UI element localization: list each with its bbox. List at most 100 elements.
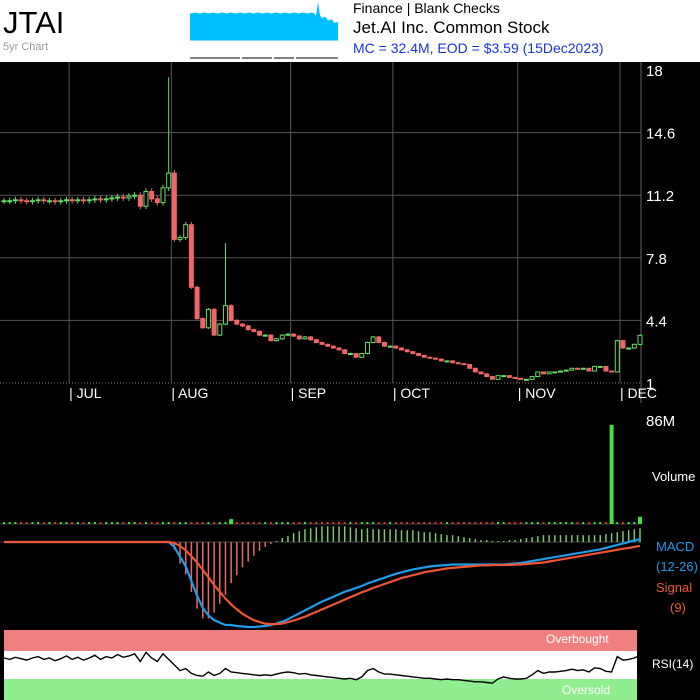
rsi-line [3,651,641,684]
candle-body [376,336,382,343]
candle-body [535,371,541,378]
company-name: Jet.AI Inc. Common Stock [353,18,550,37]
candle-body [188,224,194,288]
rsi-neutral-zone [4,651,637,679]
candle-body [183,224,189,239]
volume-bar [162,522,164,524]
volume-bar [417,522,420,524]
candle-body [205,308,211,329]
candle-body [364,341,370,355]
candle-body [592,365,598,372]
candle-body [558,370,563,373]
volume-bars [0,424,642,525]
volume-bar [150,522,153,524]
volume-bar [377,522,380,524]
volume-max-label: 86M [646,413,675,430]
volume-bar [514,522,517,524]
candle-body [109,197,115,200]
candle-body [41,199,47,202]
volume-bar [156,522,159,524]
candle-body [381,341,387,347]
volume-bar [587,522,590,524]
candle-body [29,200,35,203]
candle-body [540,371,546,375]
volume-bar [20,522,23,524]
volume-bar [553,522,556,524]
candle-body [228,305,234,321]
volume-bar [235,522,238,524]
volume-bar [406,522,409,524]
candle-body [58,200,64,203]
volume-bar [508,522,511,524]
candle-body [552,371,558,374]
volume-bar [269,522,272,524]
volume-bar [366,522,369,524]
price-y-tick-label: 14.6 [646,126,675,143]
candle-body [410,351,416,355]
volume-bar [110,522,113,524]
candle-body [609,370,615,373]
volume-bar [576,522,579,524]
volume-bar [133,522,136,524]
candle-body [478,371,484,375]
candle-body [313,339,319,343]
candle-body [484,373,490,378]
market-stats: MC = 32.4M, EOD = $3.59 (15Dec2023) [353,40,604,56]
candle-body [330,345,336,349]
candle-body [126,195,132,199]
month-tick-label: | NOV [518,385,557,401]
volume-bar [224,522,227,524]
volume-bar [241,522,244,524]
volume-bar [127,522,130,524]
volume-panel: 86M Volume [0,413,695,525]
candle-body [18,199,24,202]
candle-body [308,336,314,341]
volume-bar [218,522,221,524]
rsi-panel: Overbought Oversold RSI(14) [3,630,693,700]
candle-body [512,376,518,379]
candle-body [1,200,7,203]
candle-body [166,172,172,189]
candle-body [626,347,632,350]
volume-bar [65,522,68,524]
candle-body [319,341,325,345]
month-tick-label: | SEP [291,385,327,401]
candle-body [336,347,342,351]
candle-body [98,198,104,201]
volume-bar [621,522,624,524]
volume-bar [105,522,108,524]
candle-body [342,349,348,355]
candle-body [296,335,302,340]
candle-body [472,367,478,373]
volume-bar [42,522,45,524]
volume-bar [497,522,500,524]
volume-bar [252,522,255,524]
price-y-tick-label: 4.4 [646,313,667,330]
candle-body [115,196,121,199]
volume-bar [309,522,312,524]
candle-body [325,343,331,347]
candle-body [120,196,126,199]
candle-body [194,286,200,320]
volume-spike-bar [609,424,614,524]
candle-body [149,191,155,200]
chart-span-label: 5yr Chart [3,41,48,53]
candle-body [455,362,461,365]
volume-bar [519,522,522,524]
volume-bar [338,522,341,524]
candle-body [580,367,586,370]
volume-bar [468,522,471,524]
volume-bar [122,522,125,524]
candle-body [240,323,245,327]
candle-body [461,363,467,366]
volume-bar [264,522,267,524]
volume-bar [196,522,199,524]
month-tick-label: | JUL [69,385,102,401]
volume-bar [360,522,363,524]
volume-bar [474,522,477,524]
candle-body [262,334,268,337]
candle-body [274,338,280,342]
candle-body [467,364,473,369]
volume-bar [99,522,102,524]
volume-bar [82,522,85,524]
